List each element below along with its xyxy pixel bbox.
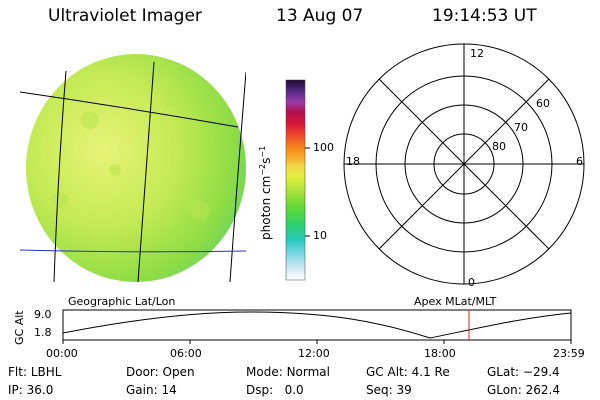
mlat-label-80: 80 — [492, 140, 506, 153]
colorbar — [285, 79, 306, 281]
gc-alt-xtick-1200: 12:00 — [298, 347, 330, 360]
status-seq: Seq: 39 — [366, 383, 412, 397]
colorbar-tick-100: 100 — [313, 141, 334, 154]
status-gain: Gain: 14 — [126, 383, 177, 397]
mlt-label-6: 6 — [576, 155, 583, 168]
status-dsp: Dsp: 0.0 — [246, 383, 304, 397]
status-door: Door: Open — [126, 365, 195, 379]
lat-lon-grid — [20, 61, 246, 282]
mlat-label-70: 70 — [514, 121, 528, 134]
status-filter: Flt: LBHL — [8, 365, 62, 379]
status-mode: Mode: Normal — [246, 365, 330, 379]
mlat-label-60: 60 — [536, 97, 550, 110]
polar-panel-label: Apex MLat/MLT — [414, 295, 497, 308]
gc-alt-xtick-0600: 06:00 — [170, 347, 202, 360]
gc-alt-xtick-2359: 23:59 — [553, 347, 585, 360]
polar-plot — [343, 43, 585, 285]
gc-alt-plot — [62, 309, 572, 344]
observation-date: 13 Aug 07 — [276, 6, 364, 26]
status-ip: IP: 36.0 — [8, 383, 54, 397]
status-glon: GLon: 262.4 — [487, 383, 560, 397]
gc-alt-ytick-9: 9.0 — [34, 308, 52, 321]
mlt-label-0: 0 — [468, 276, 475, 289]
gc-alt-xtick-0000: 00:00 — [46, 347, 78, 360]
uv-image — [20, 54, 246, 282]
image-panel-label: Geographic Lat/Lon — [68, 295, 176, 308]
mlt-label-12: 12 — [470, 47, 484, 60]
colorbar-unit-label: photon cm−2s−1 — [258, 145, 273, 240]
colorbar-tick-10: 10 — [313, 229, 327, 242]
gc-alt-ticks — [62, 340, 572, 344]
horizon-line — [20, 249, 246, 253]
disk-texture — [52, 93, 210, 249]
earth-disk — [26, 54, 246, 282]
gc-alt-curve — [62, 311, 572, 339]
observation-time: 19:14:53 UT — [432, 6, 537, 26]
status-gc-alt: GC Alt: 4.1 Re — [366, 365, 450, 379]
gc-alt-ytick-1-8: 1.8 — [34, 326, 52, 339]
status-glat: GLat: −29.4 — [487, 365, 560, 379]
mlt-label-18: 18 — [346, 155, 360, 168]
gc-alt-xtick-1800: 18:00 — [424, 347, 456, 360]
gc-alt-ylabel: GC Alt — [13, 310, 26, 345]
colorbar-ticks — [305, 147, 310, 237]
instrument-title: Ultraviolet Imager — [48, 6, 202, 26]
